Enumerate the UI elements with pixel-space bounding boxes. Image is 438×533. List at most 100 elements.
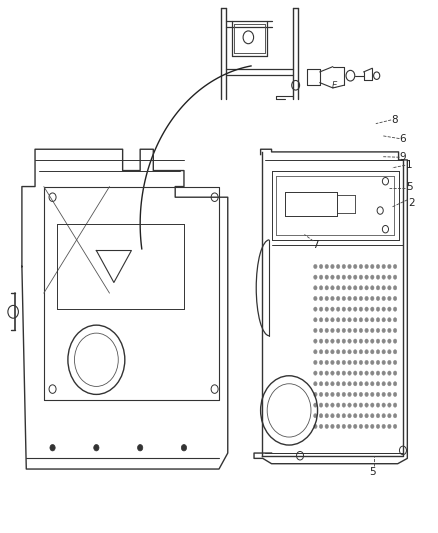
Circle shape (376, 296, 380, 301)
Circle shape (331, 382, 334, 386)
Circle shape (325, 392, 328, 397)
Circle shape (376, 275, 380, 279)
Circle shape (359, 264, 363, 269)
Circle shape (388, 360, 391, 365)
Circle shape (348, 424, 351, 429)
Circle shape (348, 350, 351, 354)
Circle shape (348, 403, 351, 407)
Circle shape (393, 371, 397, 375)
Circle shape (359, 318, 363, 322)
Circle shape (371, 275, 374, 279)
Circle shape (371, 403, 374, 407)
Circle shape (319, 371, 323, 375)
Circle shape (393, 392, 397, 397)
Circle shape (388, 403, 391, 407)
Circle shape (365, 350, 368, 354)
Circle shape (382, 318, 385, 322)
Circle shape (325, 286, 328, 290)
Circle shape (342, 296, 346, 301)
Circle shape (353, 350, 357, 354)
Circle shape (371, 328, 374, 333)
Circle shape (319, 264, 323, 269)
Circle shape (336, 328, 340, 333)
Circle shape (388, 275, 391, 279)
Circle shape (365, 371, 368, 375)
Circle shape (365, 275, 368, 279)
Circle shape (382, 286, 385, 290)
Circle shape (342, 371, 346, 375)
Circle shape (325, 371, 328, 375)
Circle shape (325, 350, 328, 354)
Circle shape (314, 414, 317, 418)
Circle shape (314, 403, 317, 407)
Circle shape (336, 414, 340, 418)
Circle shape (342, 424, 346, 429)
Circle shape (371, 286, 374, 290)
Circle shape (371, 264, 374, 269)
Circle shape (325, 424, 328, 429)
Circle shape (314, 339, 317, 343)
Circle shape (359, 360, 363, 365)
Circle shape (353, 414, 357, 418)
Circle shape (376, 392, 380, 397)
Circle shape (353, 307, 357, 311)
Circle shape (393, 264, 397, 269)
Circle shape (382, 371, 385, 375)
Circle shape (365, 392, 368, 397)
Circle shape (325, 264, 328, 269)
Circle shape (336, 307, 340, 311)
Circle shape (365, 318, 368, 322)
Text: 7: 7 (312, 240, 319, 250)
Circle shape (325, 382, 328, 386)
Circle shape (314, 296, 317, 301)
Circle shape (331, 392, 334, 397)
Circle shape (359, 307, 363, 311)
Circle shape (336, 339, 340, 343)
Circle shape (325, 339, 328, 343)
Circle shape (371, 350, 374, 354)
Circle shape (371, 318, 374, 322)
Circle shape (353, 339, 357, 343)
Circle shape (325, 403, 328, 407)
Circle shape (314, 360, 317, 365)
Circle shape (371, 360, 374, 365)
Circle shape (319, 382, 323, 386)
Circle shape (353, 264, 357, 269)
Circle shape (371, 382, 374, 386)
Circle shape (138, 445, 143, 451)
Circle shape (388, 392, 391, 397)
Circle shape (348, 339, 351, 343)
Circle shape (336, 296, 340, 301)
Text: 5: 5 (406, 182, 413, 191)
Circle shape (314, 350, 317, 354)
Circle shape (325, 414, 328, 418)
Circle shape (371, 371, 374, 375)
Circle shape (388, 382, 391, 386)
Circle shape (393, 414, 397, 418)
Circle shape (331, 307, 334, 311)
Circle shape (348, 296, 351, 301)
Circle shape (342, 307, 346, 311)
Circle shape (371, 414, 374, 418)
Circle shape (388, 371, 391, 375)
Circle shape (365, 403, 368, 407)
Circle shape (376, 360, 380, 365)
Circle shape (342, 350, 346, 354)
Circle shape (353, 360, 357, 365)
Circle shape (353, 382, 357, 386)
Circle shape (371, 424, 374, 429)
Circle shape (393, 275, 397, 279)
Circle shape (388, 264, 391, 269)
Circle shape (94, 445, 99, 451)
Circle shape (331, 339, 334, 343)
Circle shape (336, 264, 340, 269)
Circle shape (319, 339, 323, 343)
Circle shape (325, 328, 328, 333)
Circle shape (382, 424, 385, 429)
Text: 9: 9 (399, 152, 406, 162)
Circle shape (314, 392, 317, 397)
Circle shape (336, 392, 340, 397)
Circle shape (371, 339, 374, 343)
Text: 2: 2 (408, 198, 415, 207)
Text: 1: 1 (406, 160, 413, 170)
